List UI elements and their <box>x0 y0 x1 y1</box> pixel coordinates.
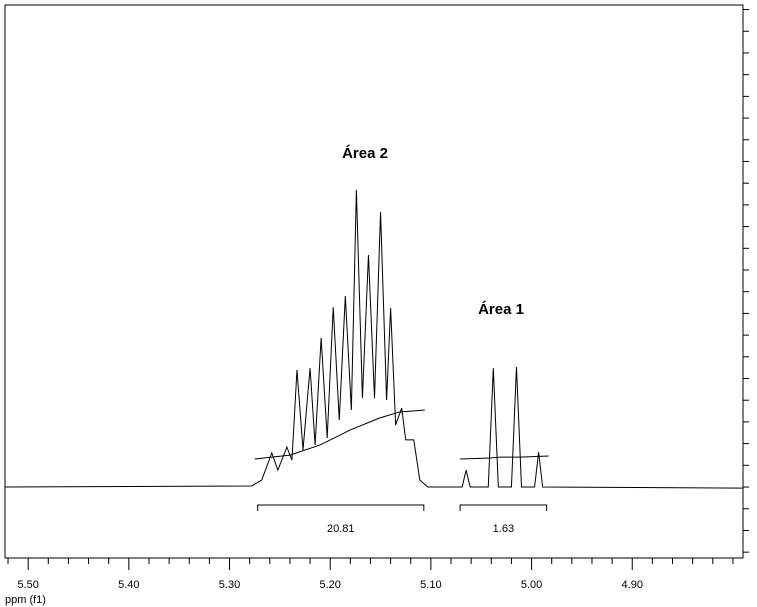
spectrum-line <box>4 189 744 489</box>
x-tick-label: 5.10 <box>420 579 441 591</box>
x-tick-label: 5.30 <box>219 579 240 591</box>
x-tick-label: 5.40 <box>118 579 139 591</box>
integral-value: 1.63 <box>493 523 514 535</box>
integral-curve <box>254 409 425 460</box>
x-tick-label: 4.90 <box>622 579 643 591</box>
integral-value: 20.81 <box>327 523 355 535</box>
x-tick-label: 5.20 <box>319 579 340 591</box>
x-axis-label: ppm (f1) <box>5 594 46 606</box>
annotation: Área 2 <box>342 145 388 162</box>
x-tick-label: 5.50 <box>17 579 38 591</box>
annotation: Área 1 <box>478 301 524 318</box>
integral-bracket <box>257 504 425 511</box>
plot-frame <box>4 4 744 559</box>
integral-curve <box>460 455 549 460</box>
integral-bracket <box>459 504 548 511</box>
x-tick-label: 5.00 <box>521 579 542 591</box>
